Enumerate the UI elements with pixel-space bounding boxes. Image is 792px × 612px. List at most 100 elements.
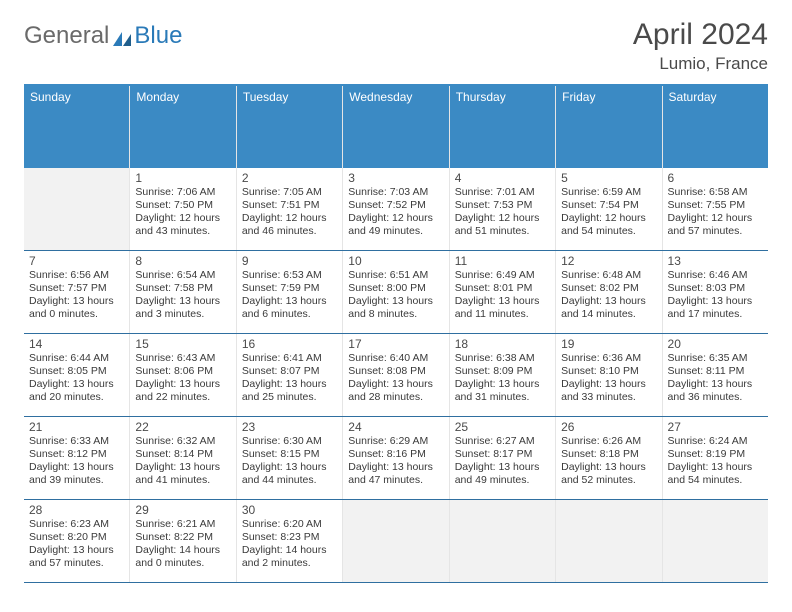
week-row: 28Sunrise: 6:23 AMSunset: 8:20 PMDayligh… — [24, 500, 768, 583]
day1-text: Daylight: 13 hours — [348, 378, 443, 391]
day2-text: and 43 minutes. — [135, 225, 230, 238]
sunset-text: Sunset: 8:17 PM — [455, 448, 550, 461]
sunset-text: Sunset: 8:08 PM — [348, 365, 443, 378]
sunset-text: Sunset: 7:55 PM — [668, 199, 763, 212]
day1-text: Daylight: 13 hours — [668, 295, 763, 308]
day2-text: and 49 minutes. — [455, 474, 550, 487]
sunrise-text: Sunrise: 6:26 AM — [561, 435, 656, 448]
sunrise-text: Sunrise: 6:36 AM — [561, 352, 656, 365]
day-number: 26 — [561, 420, 656, 434]
week-row: 14Sunrise: 6:44 AMSunset: 8:05 PMDayligh… — [24, 334, 768, 417]
sunrise-text: Sunrise: 6:51 AM — [348, 269, 443, 282]
sunrise-text: Sunrise: 6:24 AM — [668, 435, 763, 448]
day-number: 1 — [135, 171, 230, 185]
day1-text: Daylight: 13 hours — [242, 295, 337, 308]
day-cell: 28Sunrise: 6:23 AMSunset: 8:20 PMDayligh… — [24, 500, 130, 582]
day-number: 11 — [455, 254, 550, 268]
day2-text: and 28 minutes. — [348, 391, 443, 404]
day-cell: 10Sunrise: 6:51 AMSunset: 8:00 PMDayligh… — [343, 251, 449, 333]
day1-text: Daylight: 14 hours — [135, 544, 230, 557]
day2-text: and 0 minutes. — [29, 308, 124, 321]
day-cell: 18Sunrise: 6:38 AMSunset: 8:09 PMDayligh… — [450, 334, 556, 416]
day-cell: 22Sunrise: 6:32 AMSunset: 8:14 PMDayligh… — [130, 417, 236, 499]
weekday-header: Tuesday — [237, 86, 343, 168]
day-number: 14 — [29, 337, 124, 351]
day1-text: Daylight: 12 hours — [561, 212, 656, 225]
day-cell: 19Sunrise: 6:36 AMSunset: 8:10 PMDayligh… — [556, 334, 662, 416]
day1-text: Daylight: 13 hours — [455, 295, 550, 308]
day-number: 9 — [242, 254, 337, 268]
day-cell: 29Sunrise: 6:21 AMSunset: 8:22 PMDayligh… — [130, 500, 236, 582]
sunrise-text: Sunrise: 6:54 AM — [135, 269, 230, 282]
day1-text: Daylight: 13 hours — [455, 378, 550, 391]
calendar: SundayMondayTuesdayWednesdayThursdayFrid… — [24, 84, 768, 583]
weekday-header: Sunday — [24, 86, 130, 168]
day1-text: Daylight: 13 hours — [561, 461, 656, 474]
day1-text: Daylight: 13 hours — [135, 295, 230, 308]
day1-text: Daylight: 13 hours — [242, 461, 337, 474]
sunset-text: Sunset: 8:15 PM — [242, 448, 337, 461]
sunset-text: Sunset: 7:59 PM — [242, 282, 337, 295]
sunset-text: Sunset: 8:19 PM — [668, 448, 763, 461]
day-number: 10 — [348, 254, 443, 268]
day-number: 3 — [348, 171, 443, 185]
day-cell: 20Sunrise: 6:35 AMSunset: 8:11 PMDayligh… — [663, 334, 768, 416]
sunset-text: Sunset: 8:05 PM — [29, 365, 124, 378]
day2-text: and 31 minutes. — [455, 391, 550, 404]
day-number: 13 — [668, 254, 763, 268]
day-number: 5 — [561, 171, 656, 185]
day-number: 7 — [29, 254, 124, 268]
month-title: April 2024 — [633, 18, 768, 52]
sunset-text: Sunset: 8:02 PM — [561, 282, 656, 295]
sunrise-text: Sunrise: 6:53 AM — [242, 269, 337, 282]
day2-text: and 3 minutes. — [135, 308, 230, 321]
title-block: April 2024 Lumio, France — [633, 18, 768, 74]
day1-text: Daylight: 12 hours — [455, 212, 550, 225]
day1-text: Daylight: 13 hours — [668, 461, 763, 474]
day2-text: and 57 minutes. — [668, 225, 763, 238]
sunrise-text: Sunrise: 6:56 AM — [29, 269, 124, 282]
week-row: 1Sunrise: 7:06 AMSunset: 7:50 PMDaylight… — [24, 168, 768, 251]
day-cell: 8Sunrise: 6:54 AMSunset: 7:58 PMDaylight… — [130, 251, 236, 333]
day1-text: Daylight: 13 hours — [29, 295, 124, 308]
day-number: 19 — [561, 337, 656, 351]
sunrise-text: Sunrise: 6:40 AM — [348, 352, 443, 365]
day-number: 24 — [348, 420, 443, 434]
day-cell: 30Sunrise: 6:20 AMSunset: 8:23 PMDayligh… — [237, 500, 343, 582]
day-cell: 3Sunrise: 7:03 AMSunset: 7:52 PMDaylight… — [343, 168, 449, 250]
day1-text: Daylight: 13 hours — [348, 461, 443, 474]
sunset-text: Sunset: 8:11 PM — [668, 365, 763, 378]
sunset-text: Sunset: 7:57 PM — [29, 282, 124, 295]
day-cell: 23Sunrise: 6:30 AMSunset: 8:15 PMDayligh… — [237, 417, 343, 499]
sunrise-text: Sunrise: 6:41 AM — [242, 352, 337, 365]
day1-text: Daylight: 13 hours — [29, 378, 124, 391]
day2-text: and 44 minutes. — [242, 474, 337, 487]
day-number: 27 — [668, 420, 763, 434]
day2-text: and 41 minutes. — [135, 474, 230, 487]
day2-text: and 0 minutes. — [135, 557, 230, 570]
day1-text: Daylight: 13 hours — [135, 378, 230, 391]
weekday-header-row: SundayMondayTuesdayWednesdayThursdayFrid… — [24, 86, 768, 168]
day2-text: and 54 minutes. — [561, 225, 656, 238]
day-cell: 6Sunrise: 6:58 AMSunset: 7:55 PMDaylight… — [663, 168, 768, 250]
sunset-text: Sunset: 7:58 PM — [135, 282, 230, 295]
sunrise-text: Sunrise: 7:05 AM — [242, 186, 337, 199]
day1-text: Daylight: 14 hours — [242, 544, 337, 557]
weekday-header: Monday — [130, 86, 236, 168]
sunset-text: Sunset: 8:22 PM — [135, 531, 230, 544]
sunrise-text: Sunrise: 7:03 AM — [348, 186, 443, 199]
sunset-text: Sunset: 7:53 PM — [455, 199, 550, 212]
sunrise-text: Sunrise: 6:43 AM — [135, 352, 230, 365]
sunrise-text: Sunrise: 6:27 AM — [455, 435, 550, 448]
sunset-text: Sunset: 8:20 PM — [29, 531, 124, 544]
sunrise-text: Sunrise: 6:59 AM — [561, 186, 656, 199]
day-number: 29 — [135, 503, 230, 517]
logo: General Blue — [24, 18, 182, 50]
day2-text: and 25 minutes. — [242, 391, 337, 404]
day-cell: 4Sunrise: 7:01 AMSunset: 7:53 PMDaylight… — [450, 168, 556, 250]
sunrise-text: Sunrise: 6:23 AM — [29, 518, 124, 531]
day-cell: 24Sunrise: 6:29 AMSunset: 8:16 PMDayligh… — [343, 417, 449, 499]
day2-text: and 17 minutes. — [668, 308, 763, 321]
sunset-text: Sunset: 8:03 PM — [668, 282, 763, 295]
day2-text: and 51 minutes. — [455, 225, 550, 238]
